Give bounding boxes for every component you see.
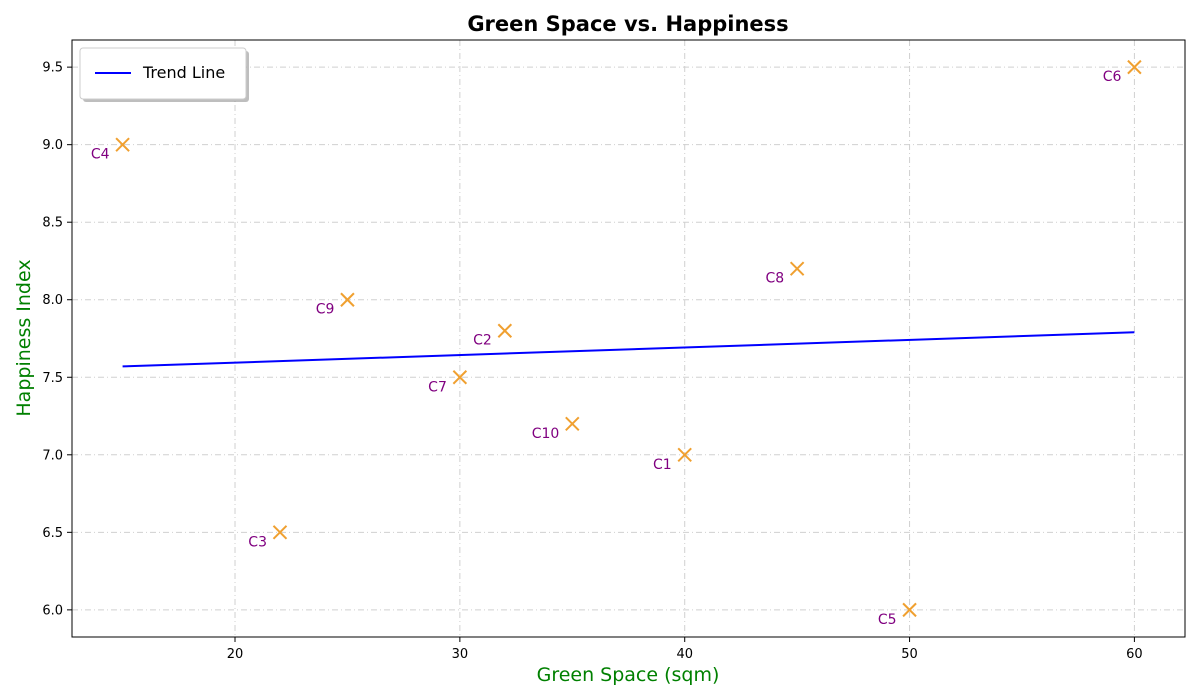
- x-tick-label: 20: [227, 647, 244, 662]
- point-label: C4: [91, 147, 110, 163]
- trend-line: [122, 331, 1135, 368]
- y-tick-label: 9.5: [42, 61, 63, 76]
- point-label: C1: [653, 457, 672, 473]
- point-marker: [497, 323, 513, 338]
- x-tick-label: 50: [901, 647, 918, 662]
- data-point-c10: C10: [532, 416, 580, 442]
- data-point-c4: C4: [91, 137, 130, 163]
- point-marker: [452, 370, 468, 385]
- point-marker: [1127, 59, 1142, 75]
- point-label: C6: [1103, 69, 1122, 85]
- y-tick-label: 8.0: [42, 293, 63, 308]
- point-marker: [565, 416, 580, 431]
- data-point-c3: C3: [248, 525, 288, 550]
- data-point-c9: C9: [316, 292, 355, 318]
- legend: Trend Line: [79, 47, 249, 102]
- point-marker: [902, 602, 917, 618]
- point-marker: [789, 261, 805, 276]
- y-axis-label: Happiness Index: [13, 259, 35, 416]
- point-label: C10: [532, 426, 560, 442]
- data-point-c6: C6: [1103, 59, 1142, 85]
- point-label: C3: [248, 534, 267, 550]
- point-marker: [340, 292, 355, 307]
- axis-ticks: 20 30 40 50 60 6.0 6.5 7.0 7.5 8.0 8.5 9.0 9.5: [42, 61, 1142, 662]
- data-point-c1: C1: [653, 447, 692, 473]
- y-tick-label: 7.5: [42, 371, 63, 386]
- legend-box: [79, 47, 247, 100]
- grid: [72, 40, 1185, 637]
- point-marker: [677, 447, 692, 463]
- point-label: C9: [316, 302, 335, 318]
- y-tick-label: 6.5: [42, 526, 63, 541]
- legend-entry-trend-line: Trend Line: [142, 63, 225, 82]
- data-point-c2: C2: [473, 323, 513, 349]
- plot-frame: [71, 39, 1186, 638]
- point-label: C8: [765, 271, 784, 287]
- y-tick-label: 9.0: [42, 138, 63, 153]
- data-point-c5: C5: [878, 602, 917, 628]
- point-label: C5: [878, 612, 897, 628]
- point-marker: [272, 525, 288, 540]
- x-axis-label: Green Space (sqm): [537, 664, 720, 686]
- chart-title: Green Space vs. Happiness: [467, 12, 788, 36]
- point-label: C2: [473, 333, 492, 349]
- y-tick-label: 7.0: [42, 448, 63, 463]
- x-tick-label: 40: [676, 647, 693, 662]
- data-points: C1 C2 C3 C4 C5 C6 C7 C8 C9 C10: [91, 59, 1142, 628]
- data-point-c8: C8: [765, 261, 805, 287]
- x-tick-label: 30: [452, 647, 469, 662]
- y-tick-label: 6.0: [42, 603, 63, 618]
- y-tick-label: 8.5: [42, 216, 63, 231]
- point-label: C7: [428, 379, 447, 395]
- x-tick-label: 60: [1126, 647, 1143, 662]
- trend-line-group: [122, 331, 1135, 368]
- data-point-c7: C7: [428, 370, 468, 395]
- point-marker: [115, 137, 130, 152]
